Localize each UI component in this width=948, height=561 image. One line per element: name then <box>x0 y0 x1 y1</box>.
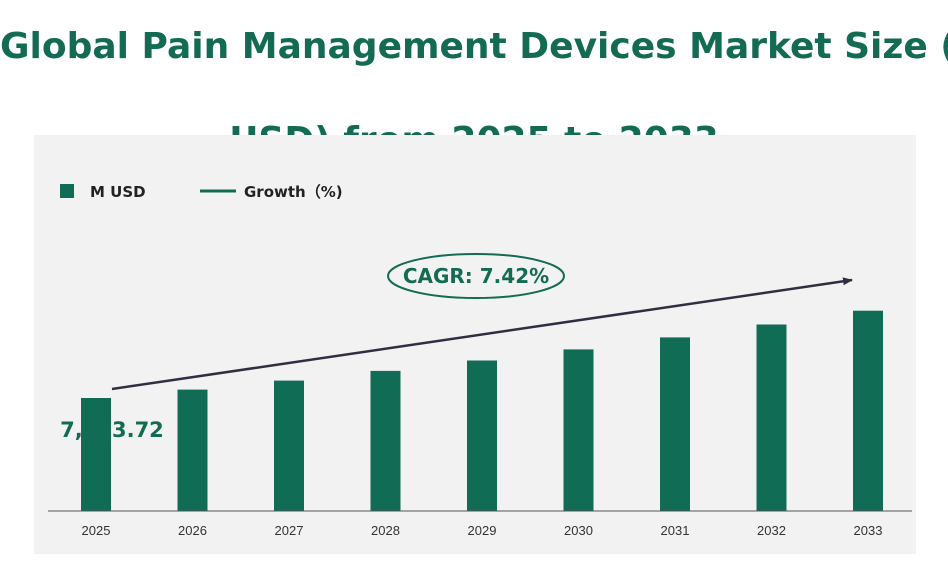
bar-2025 <box>81 398 111 511</box>
x-axis-ticks: 2025 2026 2027 2028 2029 2030 2031 2032 2033 <box>82 523 883 538</box>
x-tick-label-2032: 2032 <box>757 523 786 538</box>
cagr-badge-label: CAGR: 7.42% <box>403 264 549 288</box>
x-tick-label-2027: 2027 <box>275 523 304 538</box>
x-tick-label-2025: 2025 <box>82 523 111 538</box>
bar-2027 <box>274 380 304 511</box>
x-tick-label-2030: 2030 <box>564 523 593 538</box>
cagr-trend-arrow <box>111 277 853 391</box>
cagr-badge-outline <box>387 253 565 299</box>
bar-2028 <box>370 370 401 511</box>
bar-series <box>81 310 883 511</box>
x-tick-label-2026: 2026 <box>178 523 207 538</box>
bar-2030 <box>563 349 594 511</box>
x-tick-label-2031: 2031 <box>661 523 690 538</box>
legend-swatch-bar <box>60 184 74 198</box>
x-tick-label-2033: 2033 <box>854 523 883 538</box>
bar-2031 <box>660 337 690 511</box>
bar-2026 <box>177 389 208 511</box>
bar-chart: M USD Growth（%) CAGR: 7.42% 2025 2026 2027… <box>48 183 912 538</box>
bar-2029 <box>467 360 497 511</box>
x-tick-label-2028: 2028 <box>371 523 400 538</box>
x-tick-label-2029: 2029 <box>468 523 497 538</box>
bar-2033 <box>853 310 883 511</box>
chart-panel: M USD Growth（%) CAGR: 7.42% 2025 2026 2027… <box>34 135 916 554</box>
chart-title-line-1: Global Pain Management Devices Market Si… <box>0 26 948 67</box>
data-label-2025: 7,443.72 <box>60 418 164 442</box>
legend-label-line: Growth（%) <box>244 183 343 201</box>
legend-label-bar: M USD <box>90 183 146 201</box>
bar-2032 <box>756 324 787 511</box>
